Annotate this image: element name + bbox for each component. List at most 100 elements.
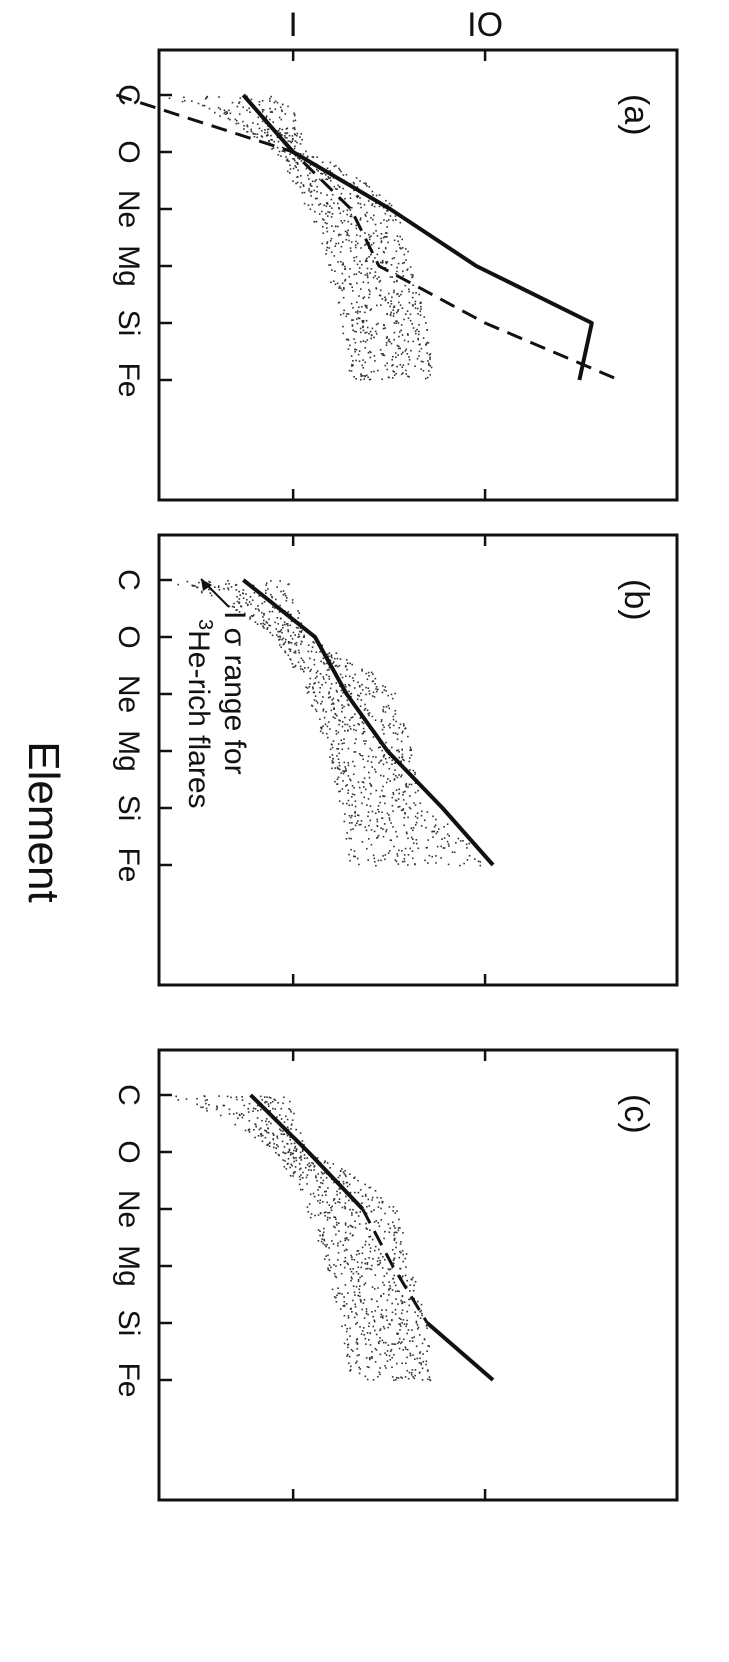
- band-dot: [372, 242, 375, 244]
- band-dot: [398, 243, 400, 246]
- band-dot: [261, 1140, 264, 1143]
- band-dot: [411, 304, 414, 306]
- band-dot: [281, 103, 284, 106]
- band-dot: [379, 760, 382, 763]
- band-dot: [373, 214, 375, 217]
- band-dot: [373, 370, 375, 373]
- band-dot: [383, 733, 385, 735]
- band-dot: [382, 724, 384, 726]
- band-dot: [344, 197, 346, 200]
- band-dot: [257, 605, 259, 607]
- band-dot: [343, 1300, 346, 1303]
- band-dot: [227, 588, 230, 591]
- band-dot: [295, 1149, 297, 1152]
- band-dot: [382, 706, 385, 708]
- band-dot: [229, 118, 231, 121]
- band-dot: [319, 1212, 322, 1214]
- band-dot: [259, 1109, 262, 1111]
- band-dot: [386, 1319, 388, 1322]
- band-dot: [286, 597, 288, 599]
- band-dot: [294, 128, 296, 131]
- band-dot: [421, 810, 423, 813]
- band-dot: [250, 130, 253, 133]
- band-dot: [373, 1221, 376, 1223]
- category-label: C: [112, 84, 145, 106]
- band-dot: [369, 747, 371, 750]
- band-dot: [308, 178, 310, 180]
- band-dot: [318, 691, 321, 694]
- band-dot: [286, 623, 288, 625]
- band-dot: [405, 259, 407, 261]
- band-dot: [200, 1106, 202, 1109]
- band-dot: [383, 1275, 386, 1278]
- band-dot: [354, 673, 356, 676]
- band-dot: [362, 727, 365, 730]
- band-dot: [376, 253, 379, 256]
- band-dot: [223, 112, 226, 115]
- band-dot: [254, 133, 257, 135]
- band-dot: [352, 1268, 354, 1270]
- band-dot: [297, 157, 299, 159]
- band-dot: [379, 795, 381, 798]
- band-dot: [393, 1343, 395, 1345]
- band-dot: [362, 319, 365, 322]
- band-dot: [377, 1287, 379, 1289]
- band-dot: [406, 1348, 409, 1351]
- band-dot: [381, 1201, 384, 1204]
- band-dot: [382, 763, 385, 766]
- band-dot: [312, 641, 314, 643]
- band-dot: [347, 348, 350, 350]
- band-dot: [235, 1112, 238, 1114]
- band-dot: [357, 1273, 360, 1275]
- band-dot: [380, 1316, 382, 1318]
- band-dot: [370, 671, 373, 674]
- band-dot: [356, 282, 358, 284]
- band-dot: [406, 353, 409, 355]
- category-label: O: [112, 1140, 145, 1163]
- band-dot: [373, 696, 376, 698]
- band-dot: [273, 101, 276, 104]
- band-dot: [342, 312, 345, 315]
- band-dot: [330, 655, 333, 657]
- band-dot: [323, 1227, 325, 1230]
- band-dot: [387, 704, 390, 707]
- band-dot: [391, 759, 393, 762]
- band-dot: [412, 327, 415, 329]
- band-dot: [453, 851, 456, 854]
- band-dot: [389, 726, 391, 729]
- band-dot: [381, 262, 384, 264]
- band-dot: [331, 193, 334, 196]
- band-dot: [337, 731, 340, 734]
- band-dot: [396, 853, 399, 855]
- band-dot: [389, 723, 391, 725]
- band-dot: [466, 859, 469, 861]
- band-dot: [344, 716, 346, 719]
- band-dot: [332, 1243, 335, 1245]
- band-dot: [294, 165, 297, 167]
- band-dot: [359, 1368, 361, 1370]
- annotation-arrowhead: [201, 579, 212, 591]
- category-label: Mg: [112, 245, 145, 287]
- band-dot: [381, 817, 384, 819]
- band-dot: [336, 282, 339, 285]
- band-dot: [248, 1120, 251, 1122]
- band-dot: [341, 721, 344, 723]
- band-dot: [336, 188, 338, 190]
- band-dot: [399, 304, 402, 306]
- band-dot: [181, 100, 184, 103]
- band-dot: [297, 636, 299, 638]
- band-dot: [389, 341, 391, 343]
- band-dot: [391, 296, 393, 299]
- band-dot: [390, 1348, 393, 1351]
- band-dot: [393, 1253, 396, 1255]
- band-dot: [372, 680, 375, 683]
- band-dot: [380, 237, 382, 240]
- band-dot: [333, 657, 336, 660]
- band-dot: [279, 1128, 281, 1131]
- band-dot: [403, 824, 405, 827]
- band-dot: [354, 800, 357, 803]
- band-dot: [365, 1268, 367, 1270]
- x-axis-label: Element: [19, 741, 68, 902]
- band-dot: [362, 1302, 365, 1305]
- band-dot: [400, 809, 403, 812]
